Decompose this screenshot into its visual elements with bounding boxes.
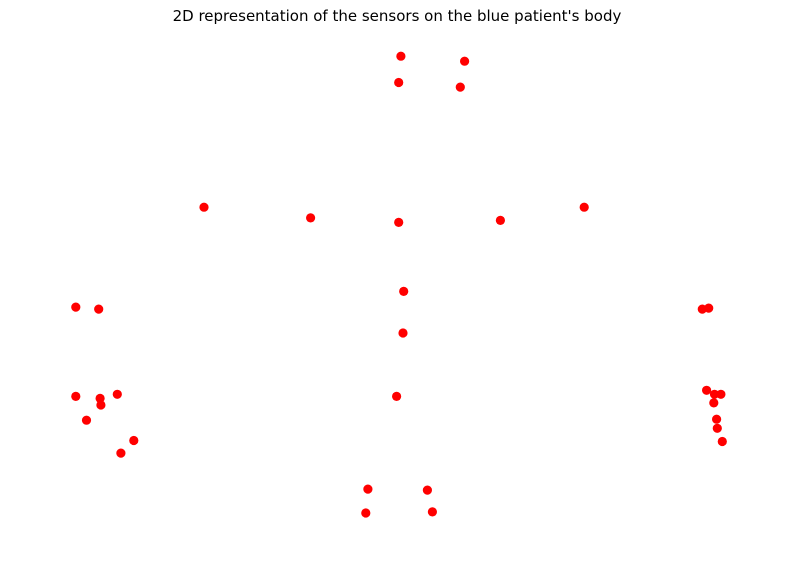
sensor-point-10 <box>399 286 409 296</box>
sensor-point-23 <box>704 303 714 313</box>
sensor-point-5 <box>199 202 209 212</box>
sensor-point-2 <box>460 56 470 66</box>
sensor-point-32 <box>422 485 432 495</box>
sensor-point-28 <box>712 414 722 424</box>
sensor-point-8 <box>495 215 505 225</box>
sensor-point-11 <box>398 328 408 338</box>
sensor-point-31 <box>363 484 373 494</box>
sensor-point-19 <box>129 435 139 446</box>
sensor-point-30 <box>717 436 727 447</box>
sensor-point-16 <box>96 400 106 410</box>
points-layer <box>71 51 727 518</box>
chart-title: 2D representation of the sensors on the … <box>172 7 622 25</box>
sensor-point-27 <box>709 398 719 408</box>
sensor-point-7 <box>394 217 404 227</box>
sensor-point-9 <box>579 202 589 212</box>
sensor-point-20 <box>116 448 126 458</box>
sensor-point-3 <box>394 77 404 88</box>
sensor-point-24 <box>702 385 712 395</box>
sensor-point-25 <box>709 389 720 399</box>
sensor-point-4 <box>455 82 465 92</box>
sensor-point-17 <box>112 389 122 399</box>
sensor-point-1 <box>396 51 406 61</box>
sensor-point-6 <box>306 213 316 223</box>
sensor-point-21 <box>392 391 402 401</box>
sensor-point-29 <box>712 423 722 433</box>
sensor-point-18 <box>81 415 92 425</box>
sensor-point-26 <box>716 389 726 399</box>
sensor-point-14 <box>71 391 81 401</box>
sensor-point-12 <box>71 302 81 312</box>
sensor-point-34 <box>427 507 437 517</box>
sensor-point-33 <box>361 508 371 518</box>
sensor-point-13 <box>94 304 104 314</box>
